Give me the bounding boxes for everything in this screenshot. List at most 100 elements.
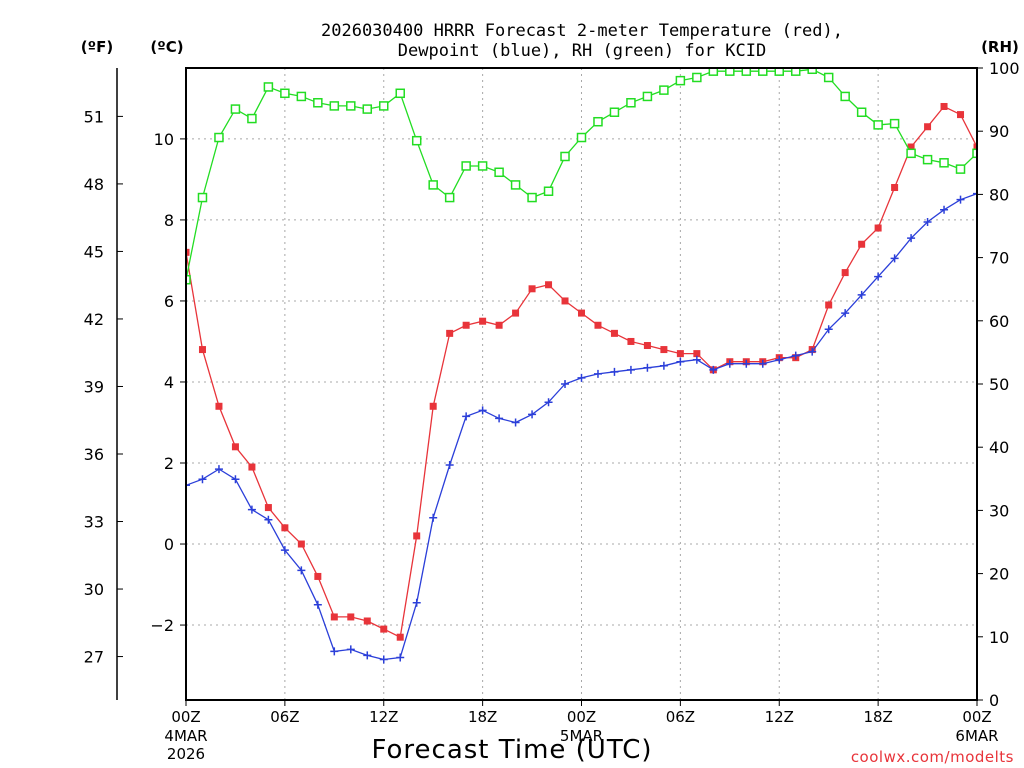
rh-point <box>626 98 636 108</box>
temperature-point <box>627 337 635 345</box>
dewpoint-point <box>593 369 602 378</box>
fahrenheit-tick-label: 30 <box>84 580 104 599</box>
celsius-tick-label: −2 <box>150 616 174 635</box>
dewpoint-point <box>709 365 718 374</box>
fahrenheit-tick-label: 27 <box>84 648 104 667</box>
temperature-point <box>264 504 272 512</box>
celsius-unit-label: (ºC) <box>150 38 183 56</box>
rh-point <box>659 85 669 95</box>
x-date-label: 5MAR <box>560 727 603 745</box>
dewpoint-point <box>280 546 289 555</box>
x-tick-label: 00Z <box>171 708 200 726</box>
temperature-point <box>825 301 833 309</box>
dewpoint-point <box>874 272 883 281</box>
dewpoint-point <box>841 309 850 318</box>
rh-tick-label: 20 <box>989 565 1009 584</box>
grid-lines <box>186 68 977 700</box>
celsius-tick-label: 2 <box>164 454 174 473</box>
series-line-temperature <box>185 105 978 639</box>
rh-point <box>263 82 274 92</box>
rh-point <box>510 180 521 190</box>
temperature-point <box>413 532 421 540</box>
chart-title-line1: 2026030400 HRRR Forecast 2-meter Tempera… <box>321 21 843 41</box>
temperature-point <box>495 321 503 329</box>
dewpoint-point <box>396 653 405 662</box>
rh-point <box>873 120 883 130</box>
rh-point <box>296 91 307 102</box>
temperature-point <box>973 143 978 151</box>
temperature-point <box>693 350 701 358</box>
rh-point <box>313 98 323 108</box>
temperature-point <box>396 633 404 641</box>
rh-point <box>642 91 653 102</box>
rh-point <box>527 192 537 203</box>
x-tick-label: 18Z <box>863 708 892 726</box>
temperature-point <box>479 317 487 325</box>
rh-point <box>576 132 587 143</box>
rh-point <box>230 104 241 114</box>
temperature-point <box>512 309 520 317</box>
rh-tick-label: 50 <box>989 375 1009 394</box>
dewpoint-point <box>429 513 438 522</box>
rh-point <box>329 101 340 111</box>
rh-point <box>922 154 933 165</box>
dewpoint-point <box>297 566 306 575</box>
temperature-point <box>297 540 305 548</box>
dewpoint-point <box>956 195 965 204</box>
temperature-point <box>891 184 899 192</box>
temperature-point <box>185 248 190 256</box>
dewpoint-point <box>890 254 899 263</box>
temperature-point <box>924 123 932 131</box>
dewpoint-point <box>544 398 553 407</box>
credit-text: coolwx.com/modelts <box>851 748 1014 766</box>
x-date-label: 4MAR <box>164 727 207 745</box>
x-year-label: 2026 <box>167 745 205 763</box>
celsius-tick-label: 4 <box>164 373 174 392</box>
dewpoint-point <box>511 418 520 427</box>
fahrenheit-tick-label: 51 <box>84 107 104 126</box>
temperature-point <box>330 613 338 621</box>
temperature-point <box>858 240 866 248</box>
dewpoint-point <box>462 412 471 421</box>
dewpoint-point <box>610 367 619 376</box>
temperature-point <box>198 346 206 354</box>
rh-point <box>411 135 422 146</box>
plot-frame <box>185 67 978 701</box>
rh-point <box>395 88 405 99</box>
fahrenheit-tick-label: 36 <box>84 445 104 464</box>
rh-point <box>889 118 900 129</box>
dewpoint-point <box>577 373 586 382</box>
rh-point <box>214 132 224 143</box>
celsius-tick-label: 8 <box>164 211 174 230</box>
dewpoint-point <box>857 290 866 299</box>
dewpoint-point <box>231 475 240 484</box>
rh-tick-label: 30 <box>989 501 1009 520</box>
rh-point <box>477 161 488 171</box>
rh-point <box>593 116 603 127</box>
rh-point <box>346 101 356 111</box>
dewpoint-point <box>214 465 223 474</box>
temperature-point <box>907 143 915 151</box>
fahrenheit-tick-label: 45 <box>84 242 104 261</box>
axes: −2 0 2 4 6 8 10 27 30 33 36 39 42 45 48 51 0 10 20 30 40 50 60… <box>84 59 1020 763</box>
rh-point <box>955 164 966 174</box>
temperature-point <box>462 321 470 329</box>
x-tick-label: 00Z <box>962 708 991 726</box>
dewpoint-point <box>808 347 817 356</box>
dewpoint-point <box>313 600 322 609</box>
fahrenheit-tick-label: 48 <box>84 175 104 194</box>
series-dewpoint <box>185 189 978 664</box>
rh-tick-label: 60 <box>989 312 1009 331</box>
x-tick-label: 18Z <box>468 708 497 726</box>
temperature-point <box>545 281 553 289</box>
dewpoint-point <box>643 363 652 372</box>
rh-point <box>840 91 850 102</box>
rh-point <box>444 192 455 203</box>
rh-point <box>939 158 949 168</box>
rh-point <box>560 151 570 162</box>
dewpoint-point <box>561 380 570 388</box>
rh-point <box>906 148 916 159</box>
celsius-tick-label: 6 <box>164 292 174 311</box>
temperature-point <box>841 269 849 277</box>
rh-tick-label: 100 <box>989 59 1020 78</box>
